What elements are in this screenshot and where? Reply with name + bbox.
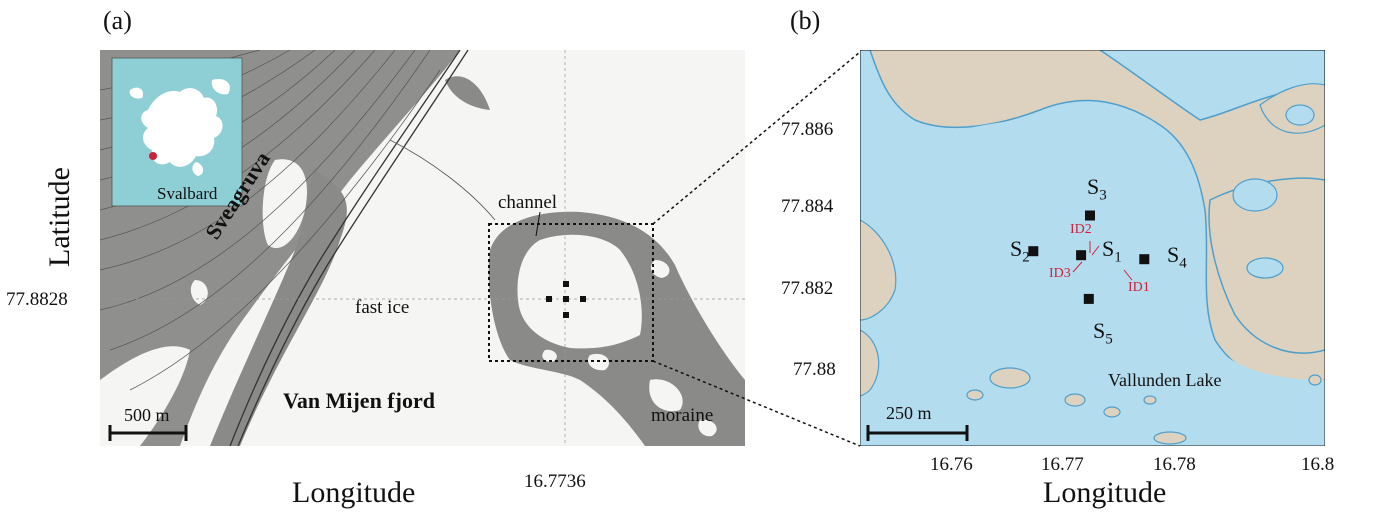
sensor-label-s5: S5	[1093, 318, 1113, 348]
road-line	[229, 50, 469, 446]
panel-a-ytick: 77.8828	[6, 289, 68, 310]
source-id1: ID1	[1128, 280, 1150, 295]
sensor-marker-2	[1028, 246, 1039, 257]
panel-a-xtick: 16.7736	[524, 471, 586, 492]
sensor-marker-4	[1139, 254, 1150, 265]
sensor-marker-5	[1083, 293, 1094, 304]
sensor-label-s3: S3	[1087, 174, 1107, 204]
panel-b-xtick-1: 16.76	[930, 454, 973, 475]
sensor-label-s2: S2	[1010, 236, 1030, 266]
panel-a-scalebar	[108, 425, 188, 441]
panel-b-ytick-3: 77.882	[781, 278, 834, 299]
sensor-marker-1	[1076, 250, 1087, 261]
channel-pointer	[535, 211, 541, 237]
road-strip	[210, 170, 347, 446]
panel-a-label: (a)	[103, 6, 132, 35]
lake-ice	[517, 234, 642, 349]
svalbard-inset	[111, 57, 243, 207]
panel-b-xtick-3: 16.78	[1153, 454, 1196, 475]
panel-b-scalebar-label: 250 m	[886, 403, 932, 423]
label-fast-ice: fast ice	[355, 297, 410, 318]
source-id2: ID2	[1070, 222, 1092, 237]
panel-a-map	[100, 50, 745, 446]
source-arrows	[1072, 241, 1133, 281]
sensor-label-s1: S1	[1102, 236, 1122, 266]
panel-b-xtick-4: 16.8	[1301, 454, 1335, 475]
panel-a-scalebar-label: 500 m	[124, 405, 170, 425]
lake-label: Vallunden Lake	[1108, 370, 1222, 390]
label-fjord: Van Mijen fjord	[283, 388, 435, 413]
sensor-marker-3	[1085, 210, 1095, 221]
panel-b-label: (b)	[790, 6, 821, 35]
inset-svalbard-label: Svalbard	[157, 184, 218, 203]
sensor-layer	[1028, 210, 1150, 304]
label-channel: channel	[498, 192, 558, 213]
panel-b-xlabel: Longitude	[1043, 476, 1167, 509]
sensor-label-s4: S4	[1167, 242, 1187, 272]
panel-b-ytick-4: 77.88	[793, 359, 836, 380]
panel-b-map	[860, 50, 1325, 446]
panel-a-xlabel: Longitude	[292, 476, 416, 509]
panel-b-ytick-1: 77.886	[781, 119, 834, 140]
panel-b-xtick-2: 16.77	[1041, 454, 1084, 475]
source-id3: ID3	[1049, 266, 1071, 281]
label-moraine: moraine	[651, 405, 714, 426]
panel-b-ytick-2: 77.884	[781, 196, 834, 217]
sensor-dots-a	[546, 281, 586, 318]
panel-b-scalebar	[866, 425, 969, 441]
